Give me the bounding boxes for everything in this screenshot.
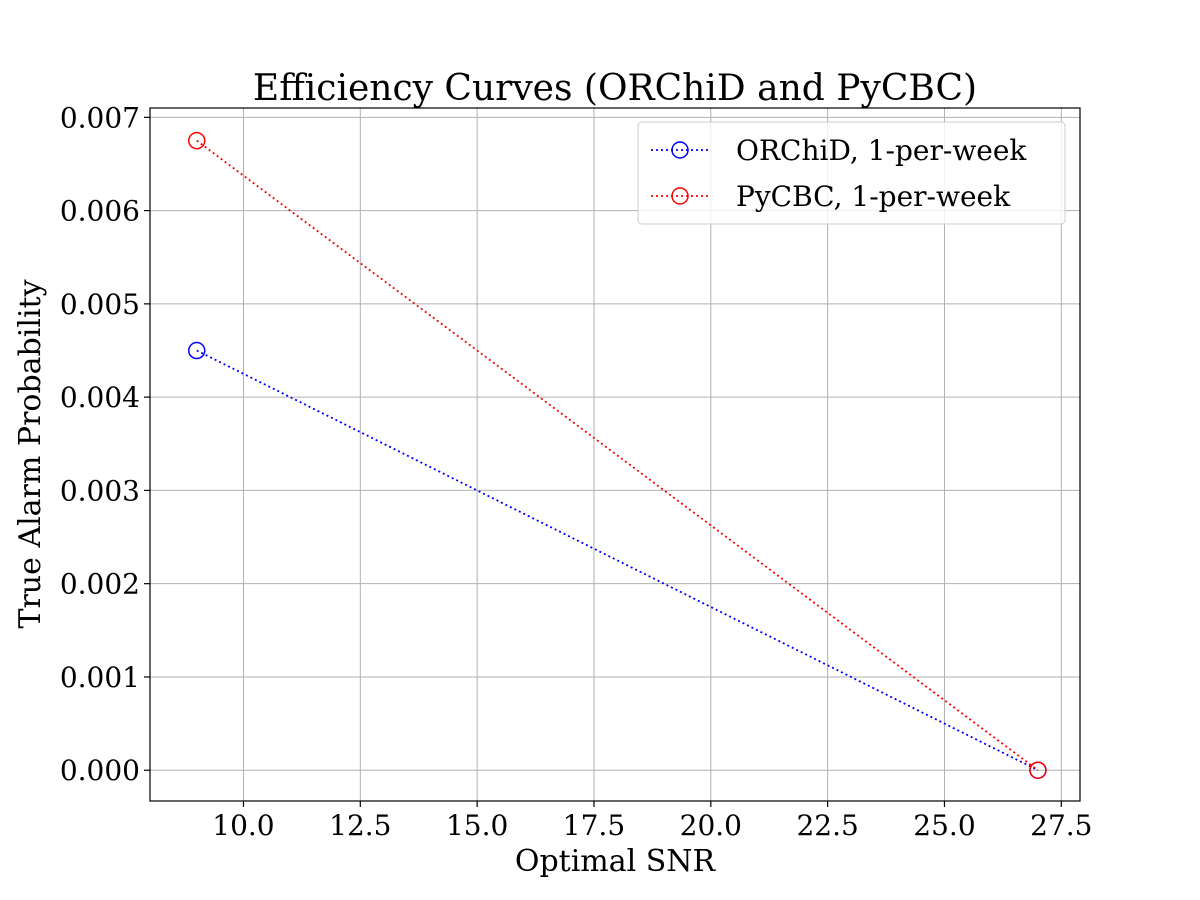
- y-tick-label: 0.002: [60, 568, 140, 601]
- x-tick-label: 15.0: [446, 809, 508, 842]
- legend-box: [637, 121, 1066, 225]
- legend-label: PyCBC, 1-per-week: [736, 180, 1011, 213]
- ticks: 10.0 12.5 15.0 17.5 20.0 22.5 25.0 27.5 0.000 0.0…: [60, 101, 1093, 842]
- y-tick-label: 0.006: [60, 195, 140, 228]
- legend-label: ORChiD, 1-per-week: [736, 134, 1027, 167]
- legend-marker: [671, 141, 689, 159]
- chart-title: Efficiency Curves (ORChiD and PyCBC): [253, 68, 977, 109]
- series-line: [196, 139, 1039, 771]
- series-layer: [187, 131, 1047, 779]
- x-tick-label: 17.5: [563, 809, 625, 842]
- series-1: [187, 131, 1047, 779]
- legend-marker: [671, 187, 689, 205]
- plot-frame: [149, 107, 1081, 802]
- series-0: [187, 341, 1047, 779]
- legend-item: PyCBC, 1-per-week: [651, 180, 1011, 213]
- x-axis-label: Optimal SNR: [515, 844, 717, 879]
- y-axis-label: True Alarm Probability: [13, 279, 48, 628]
- x-tick-label: 12.5: [329, 809, 391, 842]
- x-tick-label: 25.0: [913, 809, 975, 842]
- data-point: [1029, 761, 1047, 779]
- x-tick-label: 20.0: [680, 809, 742, 842]
- y-tick-label: 0.007: [60, 101, 140, 134]
- legend: ORChiD, 1-per-week PyCBC, 1-per-week: [637, 121, 1066, 225]
- data-point: [187, 341, 206, 360]
- x-tick-label: 22.5: [796, 809, 858, 842]
- y-tick-label: 0.003: [60, 474, 140, 507]
- y-tick-label: 0.001: [60, 661, 140, 694]
- legend-item: ORChiD, 1-per-week: [651, 134, 1027, 167]
- y-tick-label: 0.000: [60, 754, 140, 787]
- y-tick-label: 0.004: [60, 381, 140, 414]
- x-tick-label: 27.5: [1030, 809, 1092, 842]
- series-line: [196, 349, 1039, 772]
- x-tick-label: 10.0: [212, 809, 274, 842]
- y-tick-label: 0.005: [60, 288, 140, 321]
- data-point: [187, 131, 206, 150]
